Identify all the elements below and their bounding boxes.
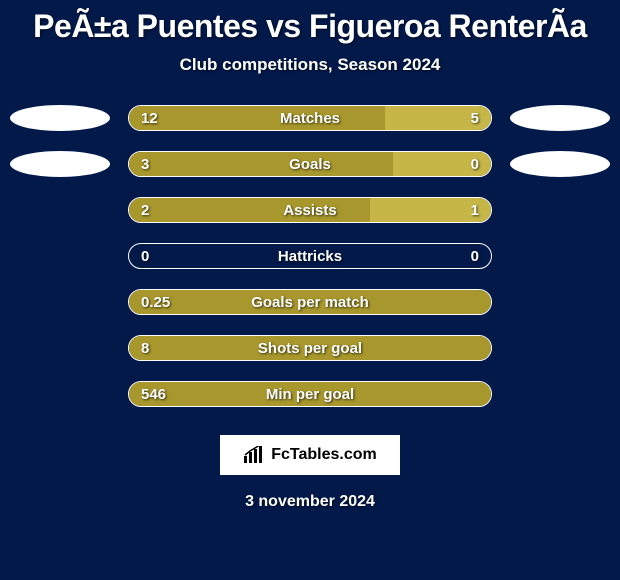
badge-ellipse [510, 151, 610, 177]
stat-label: Min per goal [266, 382, 354, 407]
stat-label: Matches [280, 106, 340, 131]
watermark-badge: FcTables.com [220, 435, 400, 475]
value-left: 8 [141, 336, 149, 361]
stat-row: 0 0 Hattricks [10, 243, 610, 269]
badge-ellipse [510, 105, 610, 131]
watermark-text: FcTables.com [271, 446, 377, 464]
value-left: 2 [141, 198, 149, 223]
chart-icon [243, 446, 265, 464]
player-badge-left [10, 335, 110, 361]
value-left: 0.25 [141, 290, 170, 315]
bar-track: 12 5 Matches [128, 105, 492, 131]
value-left: 546 [141, 382, 166, 407]
bar-segment-left [129, 152, 393, 176]
bar-track: 3 0 Goals [128, 151, 492, 177]
stat-label: Assists [283, 198, 336, 223]
badge-ellipse [10, 105, 110, 131]
bar-track: 0 0 Hattricks [128, 243, 492, 269]
date-label: 3 november 2024 [0, 493, 620, 511]
page-subtitle: Club competitions, Season 2024 [0, 55, 620, 75]
player-badge-left [10, 197, 110, 223]
player-badge-left [10, 105, 110, 131]
value-left: 12 [141, 106, 158, 131]
stat-label: Goals [289, 152, 331, 177]
stat-row: 3 0 Goals [10, 151, 610, 177]
player-badge-left [10, 289, 110, 315]
player-badge-right [510, 243, 610, 269]
value-right: 0 [471, 244, 479, 269]
player-badge-left [10, 151, 110, 177]
player-badge-right [510, 197, 610, 223]
value-left: 0 [141, 244, 149, 269]
bar-track: 8 Shots per goal [128, 335, 492, 361]
value-left: 3 [141, 152, 149, 177]
player-badge-right [510, 335, 610, 361]
stat-label: Goals per match [251, 290, 369, 315]
bar-track: 0.25 Goals per match [128, 289, 492, 315]
player-badge-left [10, 243, 110, 269]
player-badge-left [10, 381, 110, 407]
stat-row: 2 1 Assists [10, 197, 610, 223]
stat-row: 546 Min per goal [10, 381, 610, 407]
value-right: 1 [471, 198, 479, 223]
stat-row: 12 5 Matches [10, 105, 610, 131]
player-badge-right [510, 151, 610, 177]
page-title: PeÃ±a Puentes vs Figueroa RenterÃ­a [0, 0, 620, 45]
bar-track: 2 1 Assists [128, 197, 492, 223]
value-right: 0 [471, 152, 479, 177]
stat-label: Shots per goal [258, 336, 362, 361]
bar-segment-left [129, 106, 385, 130]
badge-ellipse [10, 151, 110, 177]
player-badge-right [510, 289, 610, 315]
player-badge-right [510, 381, 610, 407]
player-badge-right [510, 105, 610, 131]
comparison-chart: 12 5 Matches 3 0 Goals 2 1 Assists 0 0 Hattricks 0.2… [0, 105, 620, 407]
stat-label: Hattricks [278, 244, 342, 269]
bar-track: 546 Min per goal [128, 381, 492, 407]
stat-row: 8 Shots per goal [10, 335, 610, 361]
stat-row: 0.25 Goals per match [10, 289, 610, 315]
value-right: 5 [471, 106, 479, 131]
